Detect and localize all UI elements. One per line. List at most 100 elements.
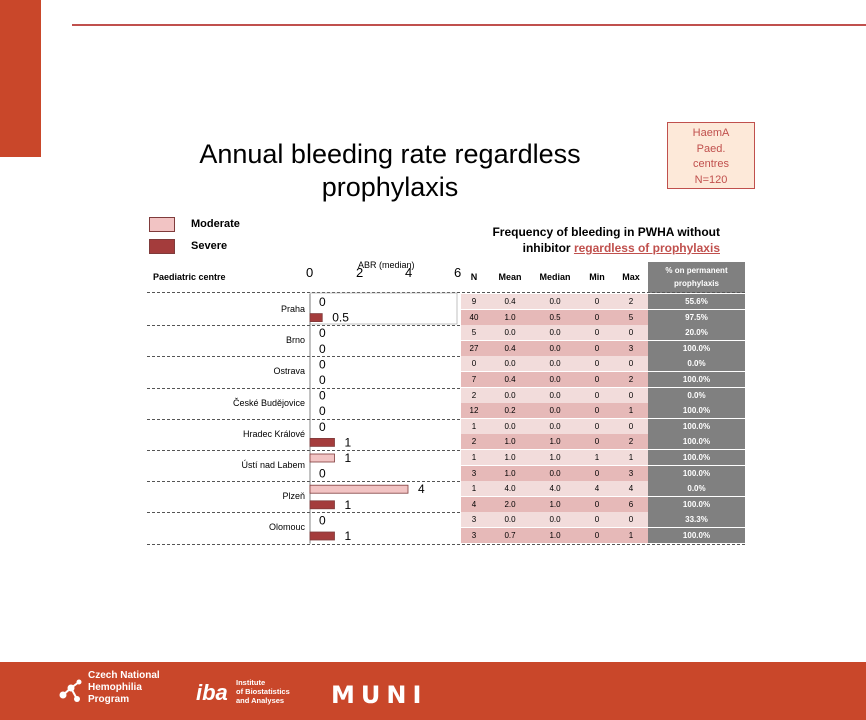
cell-max-moderate: 4 xyxy=(628,484,634,494)
cell-n-moderate: 1 xyxy=(471,453,477,462)
cohort-line-3: centres xyxy=(692,158,730,170)
iba-logo: iba xyxy=(196,680,228,705)
cell-mean-severe: 1.0 xyxy=(504,437,516,447)
cell-pct-moderate: 0.0% xyxy=(648,356,745,372)
cell-max-severe: 2 xyxy=(628,437,634,447)
data-label-severe: 1 xyxy=(345,529,352,543)
table-title-line-1: Frequency of bleeding in PWHA without xyxy=(492,225,720,239)
cell-max-severe: 2 xyxy=(628,375,634,384)
legend-swatch-severe xyxy=(149,239,175,254)
cell-n-severe: 40 xyxy=(469,312,479,322)
iba-sub-line-2: of Biostatistics xyxy=(236,687,290,696)
cell-max-severe: 1 xyxy=(628,531,634,540)
cohort-line-2: Paed. xyxy=(696,142,726,155)
cell-min-moderate: 4 xyxy=(594,484,600,494)
cell-n-moderate: 1 xyxy=(471,421,477,431)
cell-min-moderate: 0 xyxy=(594,515,600,525)
cell-min-moderate: 0 xyxy=(594,421,600,431)
header-max: Max xyxy=(622,272,640,282)
group-rule xyxy=(147,418,745,420)
cz-logo-line-2: Hemophilia xyxy=(88,682,142,693)
cell-n-severe: 12 xyxy=(469,406,479,416)
cell-pct-moderate: 20.0% xyxy=(648,325,745,341)
bar-moderate xyxy=(309,453,335,463)
cell-median-moderate: 0.0 xyxy=(549,328,561,338)
data-label-moderate: 0 xyxy=(319,357,326,371)
row-background-moderate xyxy=(461,387,648,403)
bar-severe xyxy=(309,437,335,447)
centre-label: Brno xyxy=(285,335,305,346)
cell-mean-severe: 0.2 xyxy=(504,406,516,416)
x-tick-label: 0 xyxy=(306,265,314,280)
cell-median-moderate: 1.0 xyxy=(549,453,561,462)
header-min: Min xyxy=(589,272,605,282)
cohort-box: HaemA Paed. centres N=120 xyxy=(667,122,755,189)
cell-min-severe: 0 xyxy=(594,406,600,416)
bar-severe xyxy=(309,531,335,541)
cell-min-severe: 0 xyxy=(594,312,600,322)
cell-pct-severe: 100.0% xyxy=(648,434,745,450)
cell-mean-moderate: 1.0 xyxy=(504,453,516,462)
cell-mean-severe: 1.0 xyxy=(504,468,516,478)
cell-median-moderate: 0.0 xyxy=(549,515,561,525)
cell-median-moderate: 0.0 xyxy=(549,421,561,431)
data-label-severe: 0 xyxy=(319,373,326,387)
cell-pct-moderate: 100.0% xyxy=(648,450,745,465)
group-rule xyxy=(147,512,745,514)
cell-median-severe: 1.0 xyxy=(549,499,561,509)
table-title-prefix: inhibitor xyxy=(522,241,574,255)
cell-max-moderate: 1 xyxy=(628,453,634,462)
data-label-moderate: 0 xyxy=(319,389,326,403)
cell-min-severe: 0 xyxy=(594,531,600,540)
cell-pct-severe: 100.0% xyxy=(648,372,745,387)
table-title-line-2: inhibitor regardless of prophylaxis xyxy=(440,240,720,256)
cell-mean-moderate: 0.0 xyxy=(504,328,516,338)
group-rule xyxy=(147,450,745,451)
cell-mean-moderate: 4.0 xyxy=(504,484,516,494)
data-label-severe: 1 xyxy=(345,498,352,512)
cell-min-moderate: 0 xyxy=(594,297,600,306)
header-rule xyxy=(147,292,745,293)
group-rule xyxy=(147,356,745,358)
cell-max-severe: 3 xyxy=(628,343,634,353)
cell-max-moderate: 0 xyxy=(628,515,634,525)
cell-pct-severe: 100.0% xyxy=(648,465,745,481)
corner-accent-bar xyxy=(0,0,41,157)
cell-pct-moderate: 33.3% xyxy=(648,512,745,528)
cell-min-moderate: 1 xyxy=(594,453,600,462)
centre-label: Ústí nad Labem xyxy=(241,460,305,470)
centre-label: Ostrava xyxy=(273,366,305,377)
muni-logo: MUNI xyxy=(331,681,428,709)
cell-max-severe: 6 xyxy=(628,499,634,509)
bar-severe xyxy=(309,500,335,510)
data-label-moderate: 1 xyxy=(345,451,352,465)
cz-logo-line-1: Czech National xyxy=(88,670,160,681)
cell-mean-severe: 2.0 xyxy=(504,499,516,509)
data-label-severe: 0 xyxy=(319,342,326,356)
row-background-severe xyxy=(461,528,648,543)
cell-pct-severe: 97.5% xyxy=(648,309,745,325)
cell-max-severe: 3 xyxy=(628,468,634,478)
group-rule xyxy=(147,481,745,483)
data-label-moderate: 0 xyxy=(319,326,326,340)
iba-sub-line-1: Institute xyxy=(236,678,266,687)
cell-median-severe: 0.0 xyxy=(549,468,561,478)
cohort-line-4: N=120 xyxy=(694,173,728,186)
x-tick-label: 4 xyxy=(405,265,413,280)
cell-mean-moderate: 0.0 xyxy=(504,359,516,369)
centre-label: Plzeň xyxy=(282,491,305,502)
cell-min-severe: 0 xyxy=(594,343,600,353)
centre-label: Praha xyxy=(280,304,305,314)
cell-mean-moderate: 0.0 xyxy=(504,421,516,431)
iba-sub-line-3: and Analyses xyxy=(236,696,285,705)
cell-mean-severe: 0.4 xyxy=(504,375,516,384)
cell-n-moderate: 2 xyxy=(471,390,477,400)
cell-n-moderate: 5 xyxy=(471,328,477,338)
legend-label-moderate: Moderate xyxy=(191,218,240,230)
bar-moderate xyxy=(309,484,409,494)
cell-pct-moderate: 100.0% xyxy=(648,418,745,434)
cell-n-severe: 3 xyxy=(471,531,477,540)
row-background-moderate xyxy=(461,294,648,309)
cell-n-severe: 27 xyxy=(469,343,479,353)
cell-max-moderate: 0 xyxy=(628,359,634,369)
